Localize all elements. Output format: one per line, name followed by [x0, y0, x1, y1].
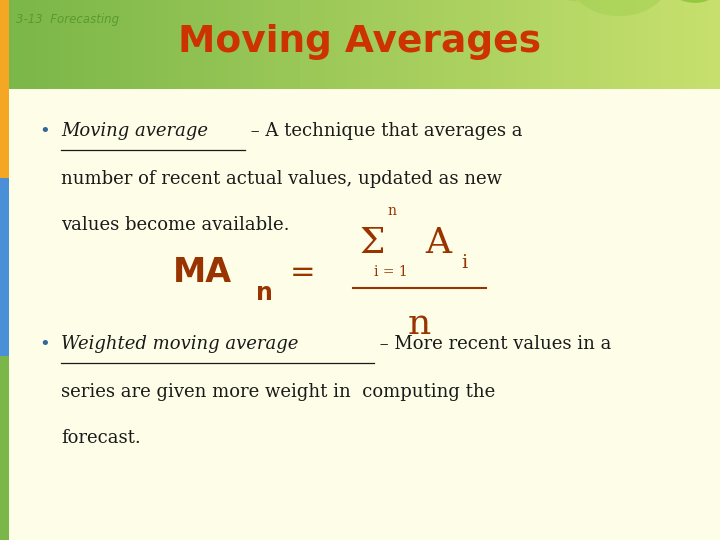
- Bar: [48, 0, 60, 89]
- Text: 3-13  Forecasting: 3-13 Forecasting: [16, 14, 119, 26]
- Bar: [60, 0, 72, 89]
- Bar: [0, 356, 9, 540]
- Bar: [660, 0, 672, 89]
- Bar: [684, 0, 696, 89]
- Text: n: n: [256, 281, 272, 305]
- Text: number of recent actual values, updated as new: number of recent actual values, updated …: [61, 170, 503, 188]
- Bar: [456, 0, 468, 89]
- Bar: [672, 0, 684, 89]
- Ellipse shape: [628, 0, 720, 3]
- Bar: [276, 0, 288, 89]
- Text: n: n: [408, 307, 431, 341]
- Text: – More recent values in a: – More recent values in a: [374, 335, 612, 353]
- Bar: [708, 0, 720, 89]
- Bar: [528, 0, 540, 89]
- Bar: [504, 0, 516, 89]
- Bar: [24, 0, 36, 89]
- Ellipse shape: [569, 0, 670, 16]
- Text: •: •: [40, 335, 50, 353]
- Bar: [384, 0, 396, 89]
- Bar: [168, 0, 180, 89]
- Bar: [300, 0, 312, 89]
- Bar: [468, 0, 480, 89]
- Bar: [372, 0, 384, 89]
- Bar: [324, 0, 336, 89]
- Bar: [336, 0, 348, 89]
- Bar: [84, 0, 96, 89]
- Bar: [624, 0, 636, 89]
- Text: – A technique that averages a: – A technique that averages a: [245, 122, 522, 139]
- Text: Moving average: Moving average: [61, 122, 208, 139]
- Bar: [360, 0, 372, 89]
- Bar: [576, 0, 588, 89]
- Text: Σ: Σ: [360, 226, 385, 260]
- Bar: [636, 0, 648, 89]
- Bar: [540, 0, 552, 89]
- Bar: [0, 0, 9, 178]
- Bar: [588, 0, 600, 89]
- Bar: [264, 0, 276, 89]
- Bar: [36, 0, 48, 89]
- Bar: [612, 0, 624, 89]
- Bar: [396, 0, 408, 89]
- Bar: [216, 0, 228, 89]
- Bar: [204, 0, 216, 89]
- Bar: [72, 0, 84, 89]
- Text: A: A: [425, 226, 451, 260]
- Bar: [240, 0, 252, 89]
- Bar: [228, 0, 240, 89]
- Bar: [0, 0, 12, 89]
- Bar: [132, 0, 144, 89]
- Bar: [648, 0, 660, 89]
- Bar: [252, 0, 264, 89]
- Text: values become available.: values become available.: [61, 216, 289, 234]
- Text: Moving Averages: Moving Averages: [179, 24, 541, 60]
- Bar: [288, 0, 300, 89]
- Bar: [0, 178, 9, 356]
- Text: •: •: [40, 122, 50, 139]
- Bar: [156, 0, 168, 89]
- Bar: [492, 0, 504, 89]
- Bar: [96, 0, 108, 89]
- Bar: [600, 0, 612, 89]
- Bar: [516, 0, 528, 89]
- Text: forecast.: forecast.: [61, 429, 141, 447]
- Bar: [312, 0, 324, 89]
- Text: =: =: [289, 258, 315, 287]
- Text: n: n: [388, 204, 397, 218]
- Text: series are given more weight in  computing the: series are given more weight in computin…: [61, 383, 495, 401]
- Bar: [420, 0, 432, 89]
- Text: Weighted moving average: Weighted moving average: [61, 335, 299, 353]
- Bar: [408, 0, 420, 89]
- Bar: [120, 0, 132, 89]
- Bar: [180, 0, 192, 89]
- Bar: [564, 0, 576, 89]
- Bar: [144, 0, 156, 89]
- Bar: [432, 0, 444, 89]
- Bar: [348, 0, 360, 89]
- Bar: [12, 0, 24, 89]
- Text: i: i: [462, 254, 467, 272]
- Bar: [480, 0, 492, 89]
- Text: i = 1: i = 1: [374, 265, 408, 279]
- Bar: [552, 0, 564, 89]
- Text: MA: MA: [173, 256, 232, 289]
- Bar: [444, 0, 456, 89]
- Bar: [696, 0, 708, 89]
- Bar: [192, 0, 204, 89]
- Bar: [108, 0, 120, 89]
